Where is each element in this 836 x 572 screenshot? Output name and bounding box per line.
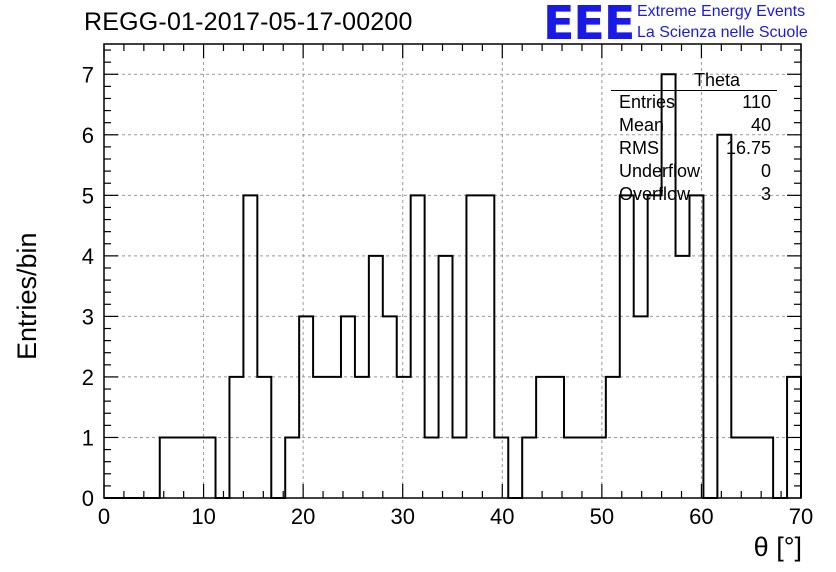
histogram-bin xyxy=(160,437,174,498)
histogram-bin xyxy=(592,437,606,498)
histogram-bin xyxy=(494,437,508,498)
histogram-outline xyxy=(104,73,802,499)
logo-subtitle-1: Extreme Energy Events xyxy=(637,3,806,20)
x-tick-label: 40 xyxy=(490,504,514,529)
stats-value: 110 xyxy=(742,92,771,112)
stats-label: Entries xyxy=(619,92,676,112)
eee-logo: EEE xyxy=(543,0,635,50)
y-tick-label: 2 xyxy=(82,365,94,390)
histogram-bin xyxy=(425,437,439,498)
stats-value: 0 xyxy=(760,161,771,181)
histogram-bin xyxy=(578,437,592,498)
histogram-bin xyxy=(299,316,313,498)
x-tick-label: 60 xyxy=(689,504,713,529)
y-tick-label: 0 xyxy=(82,486,94,511)
histogram-bin xyxy=(745,437,759,498)
histogram-bin xyxy=(243,195,257,498)
x-tick-label: 70 xyxy=(789,504,813,529)
y-tick-label: 5 xyxy=(82,183,94,208)
histogram-bin xyxy=(731,437,745,498)
axis-ticks xyxy=(103,44,802,499)
histogram-bin xyxy=(188,437,202,498)
stats-label: Underflow xyxy=(619,161,701,181)
stats-value: 16.75 xyxy=(725,138,771,158)
y-tick-label: 4 xyxy=(82,244,94,269)
histogram-bin xyxy=(285,437,299,498)
stats-label: Overflow xyxy=(619,184,691,204)
stats-label: RMS xyxy=(619,138,659,158)
y-tick-label: 1 xyxy=(82,425,94,450)
y-axis-label: Entries/bin xyxy=(12,232,42,360)
histogram-bin xyxy=(759,437,773,498)
x-tick-label: 0 xyxy=(98,504,110,529)
histogram-bin xyxy=(522,437,536,498)
stats-row-underflow: Underflow 0 xyxy=(611,160,777,183)
y-axis-label-container: Entries/bin xyxy=(8,180,42,360)
stats-row-overflow: Overflow 3 xyxy=(611,183,777,206)
histogram-bin xyxy=(453,437,467,498)
plot-title: REGG-01-2017-05-17-00200 xyxy=(84,8,413,36)
logo-subtitle-2: La Scienza nelle Scuole xyxy=(637,24,808,41)
stats-title: Theta xyxy=(611,68,777,91)
histogram-bars xyxy=(104,73,802,499)
y-tick-label: 6 xyxy=(82,123,94,148)
stats-row-mean: Mean 40 xyxy=(611,114,777,137)
stats-value: 3 xyxy=(760,184,771,204)
plot-frame xyxy=(103,43,802,499)
x-tick-label: 50 xyxy=(590,504,614,529)
histogram-bin xyxy=(174,437,188,498)
x-tick-label: 20 xyxy=(291,504,315,529)
histogram-bin xyxy=(257,377,271,498)
stats-label: Mean xyxy=(619,115,665,135)
histogram-bin xyxy=(620,195,634,498)
histogram-bin xyxy=(606,377,620,498)
histogram-bin xyxy=(411,195,425,498)
histogram-bin xyxy=(634,316,648,498)
histogram-bin xyxy=(480,195,494,498)
stats-value: 40 xyxy=(750,115,771,135)
x-axis-label: θ [°] xyxy=(753,532,802,562)
histogram-bin xyxy=(466,195,480,498)
x-tick-label: 10 xyxy=(191,504,215,529)
y-tick-label: 7 xyxy=(82,62,94,87)
stats-box: Theta Entries 110 Mean 40 RMS 16.75 Unde… xyxy=(611,68,777,206)
histogram-bin xyxy=(564,437,578,498)
histogram-bin xyxy=(648,195,662,498)
stats-row-entries: Entries 110 xyxy=(611,91,777,114)
x-tick-label: 30 xyxy=(390,504,414,529)
histogram-bin xyxy=(383,316,397,498)
histogram-bin xyxy=(341,316,355,498)
y-tick-label: 3 xyxy=(82,304,94,329)
stats-row-rms: RMS 16.75 xyxy=(611,137,777,160)
plot-border xyxy=(103,43,802,499)
